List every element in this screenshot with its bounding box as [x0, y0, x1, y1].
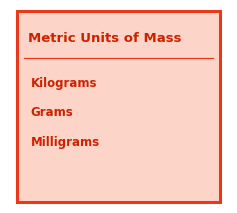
- Text: Metric Units of Mass: Metric Units of Mass: [28, 32, 182, 45]
- Text: Grams: Grams: [31, 106, 73, 119]
- Bar: [17, 11, 220, 202]
- Text: Kilograms: Kilograms: [31, 76, 97, 90]
- Text: Milligrams: Milligrams: [31, 136, 100, 149]
